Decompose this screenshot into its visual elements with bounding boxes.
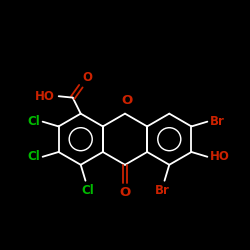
Text: Br: Br	[210, 115, 225, 128]
Text: HO: HO	[210, 150, 230, 163]
Text: Cl: Cl	[81, 184, 94, 197]
Text: Cl: Cl	[28, 115, 40, 128]
Text: O: O	[121, 94, 132, 107]
Text: Br: Br	[155, 184, 170, 197]
Text: HO: HO	[35, 90, 55, 103]
Text: Cl: Cl	[28, 150, 40, 163]
Text: O: O	[120, 186, 130, 199]
Text: O: O	[83, 72, 93, 85]
